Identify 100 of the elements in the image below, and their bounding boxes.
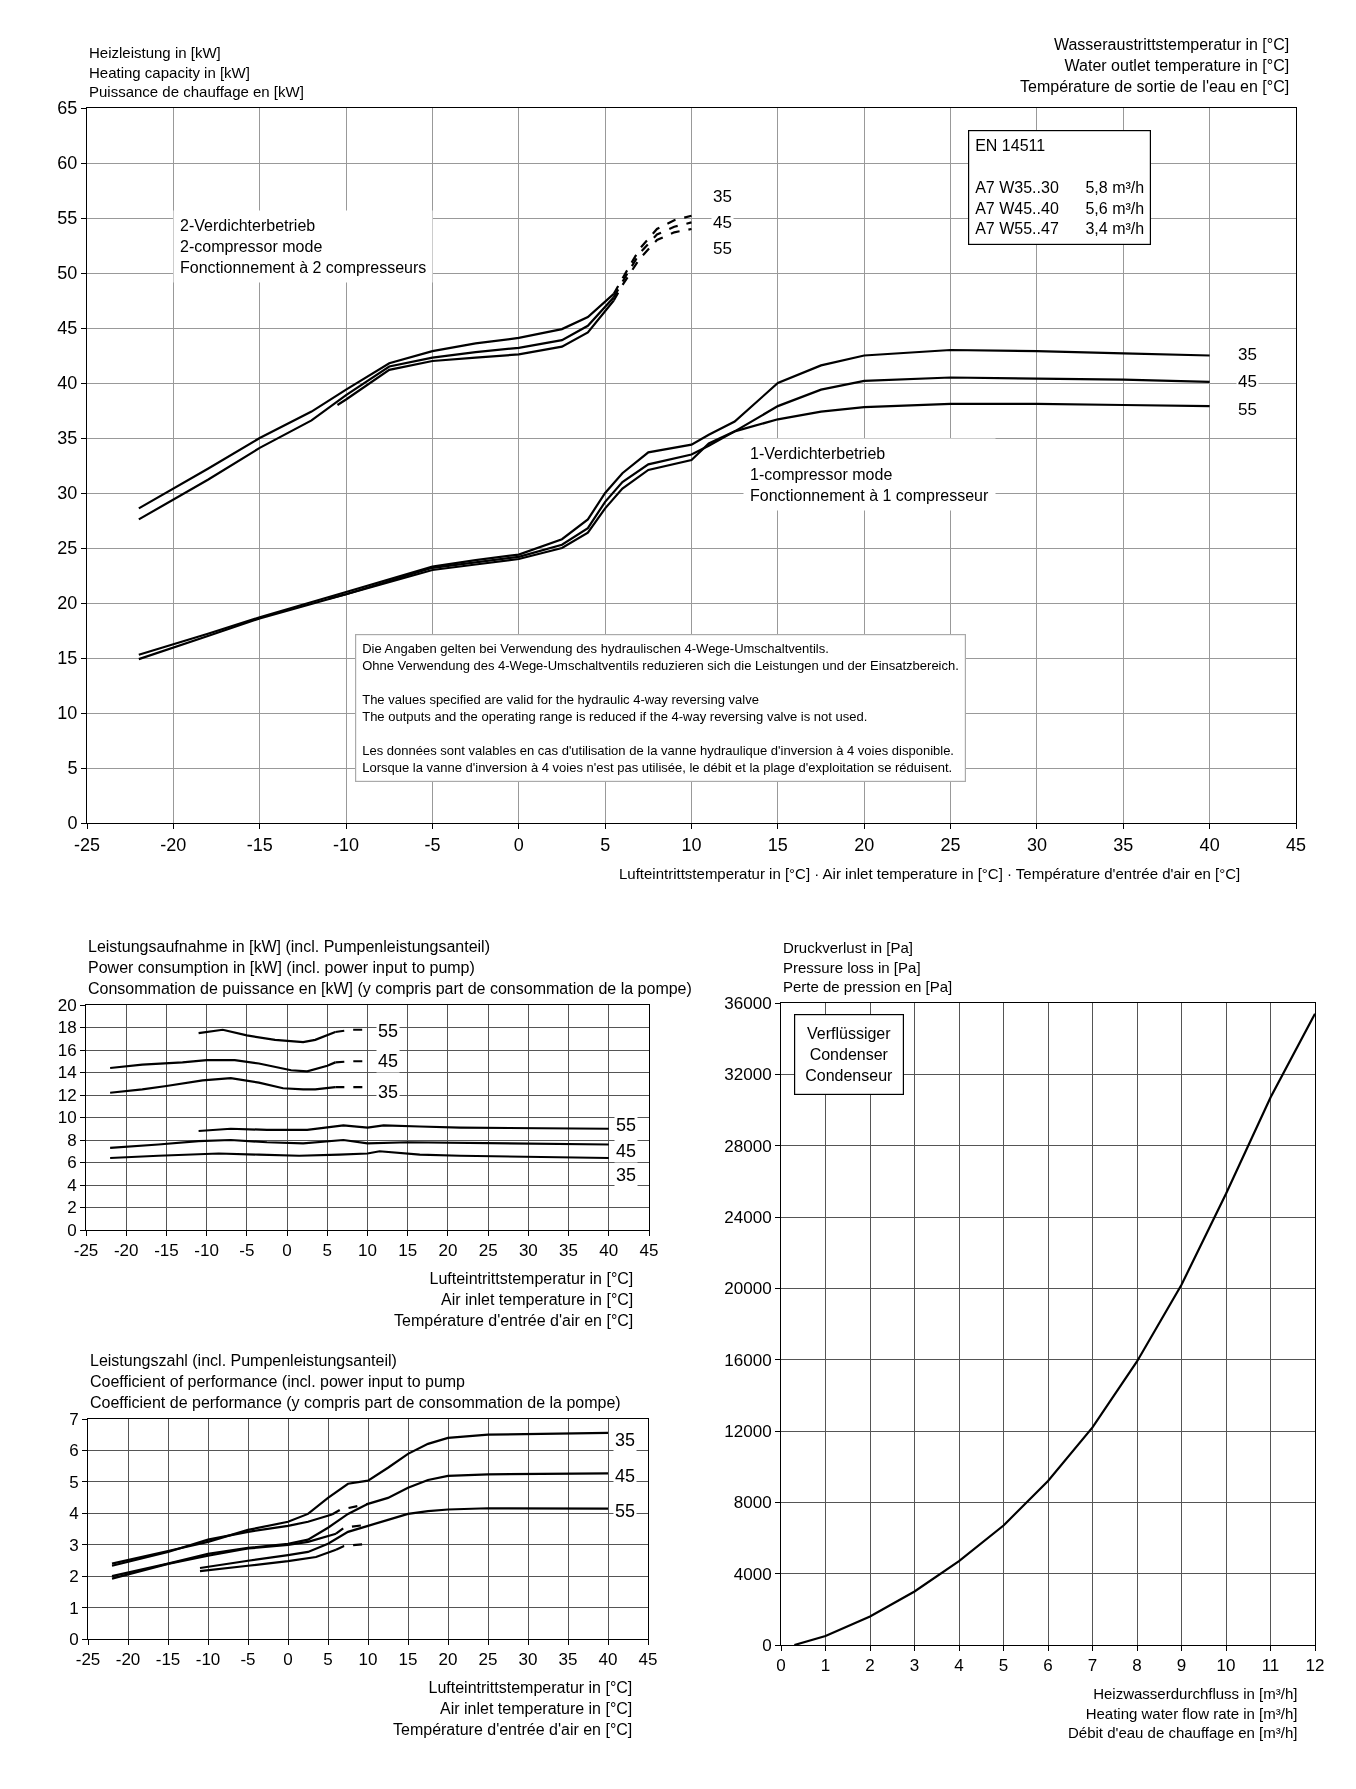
y-tick-label: 40 <box>57 373 78 394</box>
y-tick-label: 16 <box>57 1040 77 1060</box>
x-tick-label: 8 <box>1132 1656 1142 1676</box>
x-tick-label: 20 <box>438 1241 458 1261</box>
x-tick-label: 35 <box>1113 834 1134 855</box>
x-tick-label: 20 <box>438 1650 458 1670</box>
x-tick-label: 3 <box>909 1656 920 1676</box>
x-tick-label: 4 <box>954 1656 964 1676</box>
annotation: 55 <box>1238 400 1257 419</box>
y-tick-label: 12000 <box>724 1421 772 1441</box>
annotation: 45 <box>1238 372 1257 391</box>
annotation: 35 <box>1238 345 1257 364</box>
y-tick-label: 0 <box>67 1220 77 1240</box>
x-tick-label: 11 <box>1261 1656 1280 1676</box>
y-tick-label: 5 <box>67 758 78 779</box>
y-tick-label: 30 <box>57 483 78 504</box>
annotation: 45 <box>615 1466 636 1486</box>
annotation: 35 <box>378 1082 399 1102</box>
y-tick-label: 32000 <box>724 1065 772 1085</box>
x-tick-label: 35 <box>558 1650 578 1670</box>
y-tick-label: 0 <box>69 1629 79 1649</box>
x-tick-label: 7 <box>1087 1656 1098 1676</box>
y-tick-label: 14 <box>57 1063 77 1083</box>
y-tick-label: 50 <box>57 263 78 284</box>
y-axis-title: Heizleistung in [kW] Heating capacity in [kW] Puissance de chauffage en [kW] <box>89 44 304 100</box>
annotation: 35 <box>616 1165 637 1185</box>
y-tick-label: 36000 <box>724 993 772 1013</box>
x-tick-label: 25 <box>478 1241 498 1261</box>
x-tick-label: 10 <box>358 1241 377 1261</box>
annotation: 55 <box>378 1021 399 1041</box>
x-tick-label: 30 <box>518 1650 538 1670</box>
y-tick-label: 35 <box>57 428 78 449</box>
x-tick-label: 0 <box>283 1650 293 1670</box>
y-tick-label: 65 <box>57 98 78 119</box>
y-tick-label: 8 <box>67 1130 77 1150</box>
x-tick-label: 0 <box>513 834 524 855</box>
y-tick-label: 7 <box>69 1409 79 1429</box>
annotation: 2-Verdichterbetrieb 2-compressor mode Fonctionnement à 2 compresseurs <box>180 217 427 276</box>
x-tick-label: 0 <box>776 1656 786 1676</box>
y-tick-label: 20 <box>57 995 77 1015</box>
text: EN 14511 A7 W35..30 5,8 m³/h A7 W45..40 5,6 m³/h A7 W55..47 3,4 m³/h <box>975 137 1145 238</box>
y-tick-label: 16000 <box>724 1350 772 1370</box>
x-tick-label: 30 <box>518 1241 538 1261</box>
annotation: Verflüssiger Condenser Condenseur <box>805 1025 894 1084</box>
x-tick-label: 5 <box>600 834 611 855</box>
x-tick-label: 2 <box>865 1656 875 1676</box>
x-tick-label: 1 <box>820 1656 831 1676</box>
x-tick-label: -5 <box>240 1650 256 1670</box>
y-tick-label: 20000 <box>724 1279 772 1299</box>
annotation: 45 <box>378 1051 399 1071</box>
x-tick-label: 6 <box>1043 1656 1053 1676</box>
annotation: 1-Verdichterbetrieb 1-compressor mode Fonctionnement à 1 compresseur <box>750 445 990 504</box>
y-tick-label: 28000 <box>724 1136 772 1156</box>
x-tick-label: 10 <box>1216 1656 1236 1676</box>
y-tick-label: 6 <box>69 1441 79 1461</box>
x-tick-label: 35 <box>559 1241 579 1261</box>
x-tick-label: 0 <box>282 1241 292 1261</box>
x-tick-label: -25 <box>73 834 101 855</box>
x-tick-label: -20 <box>160 834 187 855</box>
x-tick-label: 40 <box>598 1650 618 1670</box>
x-tick-label: 5 <box>322 1241 333 1261</box>
x-axis-title: Lufteintrittstemperatur in [°C] · Air inlet temperature in [°C] · Température d'entrée d'air en [°C] <box>619 865 1241 882</box>
y-tick-label: 12 <box>57 1085 77 1105</box>
x-tick-label: -10 <box>194 1241 219 1261</box>
x-axis-title: Heizwasserdurchfluss in [m³/h] Heating water flow rate in [m³/h] Débit d'eau de chauffage en [m³/h] <box>1068 1685 1298 1741</box>
x-tick-label: -25 <box>73 1241 99 1261</box>
y-tick-label: 0 <box>762 1635 772 1655</box>
annotation: 45 <box>616 1141 637 1161</box>
y-tick-label: 3 <box>69 1535 79 1555</box>
y-tick-label: 20 <box>57 593 78 614</box>
x-tick-label: -5 <box>424 834 441 855</box>
x-tick-label: 20 <box>854 834 875 855</box>
x-tick-label: 40 <box>599 1241 619 1261</box>
y-tick-label: 6 <box>67 1153 77 1173</box>
x-tick-label: -15 <box>154 1241 179 1261</box>
x-tick-label: 45 <box>639 1241 659 1261</box>
y-tick-label: 45 <box>57 318 78 339</box>
x-tick-label: 5 <box>323 1650 333 1670</box>
annotation: 35 <box>615 1430 636 1450</box>
x-tick-label: 30 <box>1026 834 1047 855</box>
x-tick-label: 10 <box>358 1650 378 1670</box>
y-tick-label: 24000 <box>724 1207 772 1227</box>
x-tick-label: -5 <box>239 1241 255 1261</box>
x-tick-label: 10 <box>681 834 702 855</box>
x-tick-label: -20 <box>113 1241 139 1261</box>
x-tick-label: 15 <box>398 1650 418 1670</box>
y-axis-title: Leistungszahl (incl. Pumpenleistungsanteil) Coefficient of performance (incl. power input to pump Coefficient de performance (y compris part de consommation de la pompe) <box>90 1352 621 1411</box>
text: Wasseraustrittstemperatur in [°C] Water outlet temperature in [°C] Température de sortie de l'eau en [°C] <box>1020 36 1290 95</box>
x-tick-label: 40 <box>1199 834 1220 855</box>
x-tick-label: 45 <box>1285 834 1307 855</box>
x-tick-label: -20 <box>115 1650 141 1670</box>
y-tick-label: 15 <box>57 648 78 669</box>
y-tick-label: 2 <box>69 1567 79 1587</box>
y-tick-label: 4000 <box>733 1564 772 1584</box>
x-tick-label: 9 <box>1176 1656 1187 1676</box>
annotation: 55 <box>615 1501 636 1521</box>
y-tick-label: 2 <box>67 1198 77 1218</box>
y-tick-label: 0 <box>67 813 78 834</box>
x-tick-label: 15 <box>398 1241 418 1261</box>
x-tick-label: 25 <box>478 1650 498 1670</box>
